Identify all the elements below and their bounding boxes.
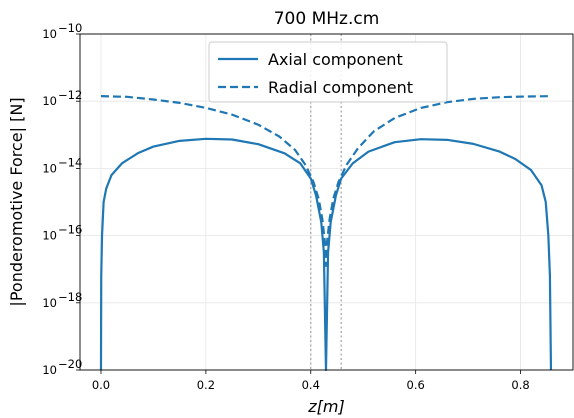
legend: Axial component Radial component <box>208 41 448 103</box>
x-tick-label: 0.8 <box>511 378 529 392</box>
y-tick-label: 10 <box>42 296 57 310</box>
y-tick-exponent: −20 <box>58 357 82 371</box>
y-tick-exponent: −10 <box>58 21 82 35</box>
x-tick-label: 0.2 <box>197 378 215 392</box>
legend-label-radial: Radial component <box>268 78 413 97</box>
y-tick-exponent: −18 <box>58 290 82 304</box>
x-tick-label: 0.0 <box>92 378 110 392</box>
legend-label-axial: Axial component <box>268 50 403 69</box>
y-axis-label: |Ponderomotive Force| [N] <box>7 97 26 306</box>
x-axis-label: z[m] <box>307 397 344 416</box>
x-tick-label: 0.4 <box>302 378 320 392</box>
y-tick-exponent: −12 <box>58 88 82 102</box>
y-tick-label: 10 <box>42 363 57 377</box>
series-layer <box>99 95 553 372</box>
legend-box <box>208 41 448 103</box>
y-tick-label: 10 <box>42 94 57 108</box>
x-tick-label: 0.6 <box>407 378 425 392</box>
x-ticks-layer: 0.0 0.2 0.4 0.6 0.8 <box>92 370 530 392</box>
y-tick-exponent: −14 <box>58 155 82 169</box>
y-tick-label: 10 <box>42 229 57 243</box>
axial-component-line <box>99 137 553 372</box>
chart-title: 700 MHz.cm <box>274 9 380 29</box>
y-tick-exponent: −16 <box>58 223 82 237</box>
radial-component-line <box>100 95 551 267</box>
plot-frame <box>79 33 574 371</box>
y-tick-label: 10 <box>42 161 57 175</box>
y-tick-label: 10 <box>42 27 57 41</box>
